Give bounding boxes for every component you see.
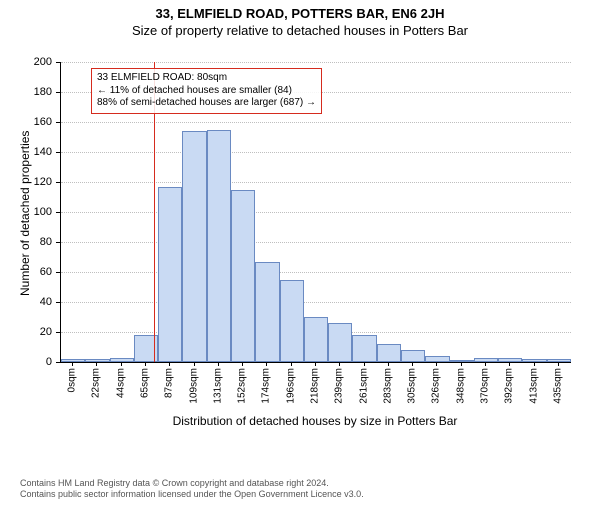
- x-tick-mark: [436, 362, 437, 366]
- histogram-bar: [522, 359, 546, 362]
- gridline: [61, 152, 571, 153]
- x-tick-mark: [121, 362, 122, 366]
- y-tick-mark: [56, 212, 60, 213]
- histogram-bar: [328, 323, 352, 362]
- x-tick-mark: [291, 362, 292, 366]
- histogram-bar: [207, 130, 231, 363]
- gridline: [61, 272, 571, 273]
- x-tick-mark: [534, 362, 535, 366]
- x-tick-label: 44sqm: [115, 368, 126, 398]
- x-tick-label: 239sqm: [334, 368, 345, 404]
- annotation-line: 88% of semi-detached houses are larger (…: [97, 97, 316, 110]
- x-tick-label: 131sqm: [212, 368, 223, 404]
- y-tick-mark: [56, 242, 60, 243]
- y-tick-mark: [56, 62, 60, 63]
- histogram-bar: [182, 131, 206, 362]
- chart-container: 33 ELMFIELD ROAD: 80sqm← 11% of detached…: [0, 50, 600, 450]
- histogram-bar: [425, 356, 449, 362]
- histogram-bar: [304, 317, 328, 362]
- y-tick-mark: [56, 302, 60, 303]
- annotation-line: ← 11% of detached houses are smaller (84…: [97, 85, 316, 98]
- x-tick-mark: [145, 362, 146, 366]
- x-tick-mark: [194, 362, 195, 366]
- x-tick-mark: [339, 362, 340, 366]
- footer-line2: Contains public sector information licen…: [20, 489, 364, 500]
- histogram-bar: [255, 262, 279, 363]
- y-tick-label: 180: [22, 86, 52, 98]
- x-tick-label: 152sqm: [237, 368, 248, 404]
- x-tick-mark: [266, 362, 267, 366]
- x-tick-label: 283sqm: [382, 368, 393, 404]
- plot-area: 33 ELMFIELD ROAD: 80sqm← 11% of detached…: [60, 62, 571, 363]
- x-tick-mark: [412, 362, 413, 366]
- x-tick-label: 174sqm: [261, 368, 272, 404]
- x-tick-label: 326sqm: [431, 368, 442, 404]
- x-tick-label: 413sqm: [528, 368, 539, 404]
- histogram-bar: [450, 360, 474, 362]
- gridline: [61, 182, 571, 183]
- x-tick-label: 65sqm: [140, 368, 151, 398]
- histogram-bar: [158, 187, 182, 363]
- y-tick-mark: [56, 362, 60, 363]
- x-tick-label: 370sqm: [480, 368, 491, 404]
- y-tick-mark: [56, 92, 60, 93]
- histogram-bar: [547, 359, 571, 362]
- x-tick-mark: [315, 362, 316, 366]
- histogram-bar: [110, 358, 134, 363]
- x-tick-label: 87sqm: [164, 368, 175, 398]
- x-tick-mark: [242, 362, 243, 366]
- x-tick-mark: [169, 362, 170, 366]
- y-tick-mark: [56, 332, 60, 333]
- y-tick-mark: [56, 122, 60, 123]
- x-axis-label: Distribution of detached houses by size …: [60, 414, 570, 428]
- page-subtitle: Size of property relative to detached ho…: [0, 23, 600, 38]
- gridline: [61, 242, 571, 243]
- histogram-bar: [85, 359, 109, 362]
- x-tick-mark: [485, 362, 486, 366]
- page-title: 33, ELMFIELD ROAD, POTTERS BAR, EN6 2JH: [0, 6, 600, 21]
- x-tick-mark: [218, 362, 219, 366]
- x-tick-mark: [364, 362, 365, 366]
- x-tick-label: 218sqm: [310, 368, 321, 404]
- y-tick-label: 160: [22, 116, 52, 128]
- x-tick-label: 435sqm: [552, 368, 563, 404]
- histogram-bar: [401, 350, 425, 362]
- y-tick-mark: [56, 152, 60, 153]
- y-tick-label: 200: [22, 56, 52, 68]
- histogram-bar: [231, 190, 255, 363]
- gridline: [61, 62, 571, 63]
- gridline: [61, 302, 571, 303]
- x-tick-label: 392sqm: [504, 368, 515, 404]
- gridline: [61, 212, 571, 213]
- annotation-box: 33 ELMFIELD ROAD: 80sqm← 11% of detached…: [91, 68, 322, 114]
- x-tick-label: 109sqm: [188, 368, 199, 404]
- x-tick-label: 22sqm: [91, 368, 102, 398]
- x-tick-mark: [96, 362, 97, 366]
- footer-attribution: Contains HM Land Registry data © Crown c…: [20, 478, 364, 500]
- y-tick-label: 40: [22, 296, 52, 308]
- y-tick-mark: [56, 272, 60, 273]
- histogram-bar: [61, 359, 85, 362]
- footer-line1: Contains HM Land Registry data © Crown c…: [20, 478, 364, 489]
- annotation-line: 33 ELMFIELD ROAD: 80sqm: [97, 72, 316, 85]
- x-tick-label: 305sqm: [407, 368, 418, 404]
- x-tick-mark: [509, 362, 510, 366]
- histogram-bar: [377, 344, 401, 362]
- histogram-bar: [352, 335, 376, 362]
- histogram-bar: [280, 280, 304, 363]
- x-tick-mark: [461, 362, 462, 366]
- gridline: [61, 122, 571, 123]
- x-tick-mark: [388, 362, 389, 366]
- x-tick-label: 261sqm: [358, 368, 369, 404]
- histogram-bar: [498, 358, 522, 363]
- x-tick-mark: [72, 362, 73, 366]
- y-tick-mark: [56, 182, 60, 183]
- y-tick-label: 20: [22, 326, 52, 338]
- x-tick-mark: [558, 362, 559, 366]
- x-tick-label: 196sqm: [285, 368, 296, 404]
- x-tick-label: 348sqm: [455, 368, 466, 404]
- x-tick-label: 0sqm: [67, 368, 78, 392]
- y-axis-label: Number of detached properties: [18, 131, 32, 296]
- y-tick-label: 0: [22, 356, 52, 368]
